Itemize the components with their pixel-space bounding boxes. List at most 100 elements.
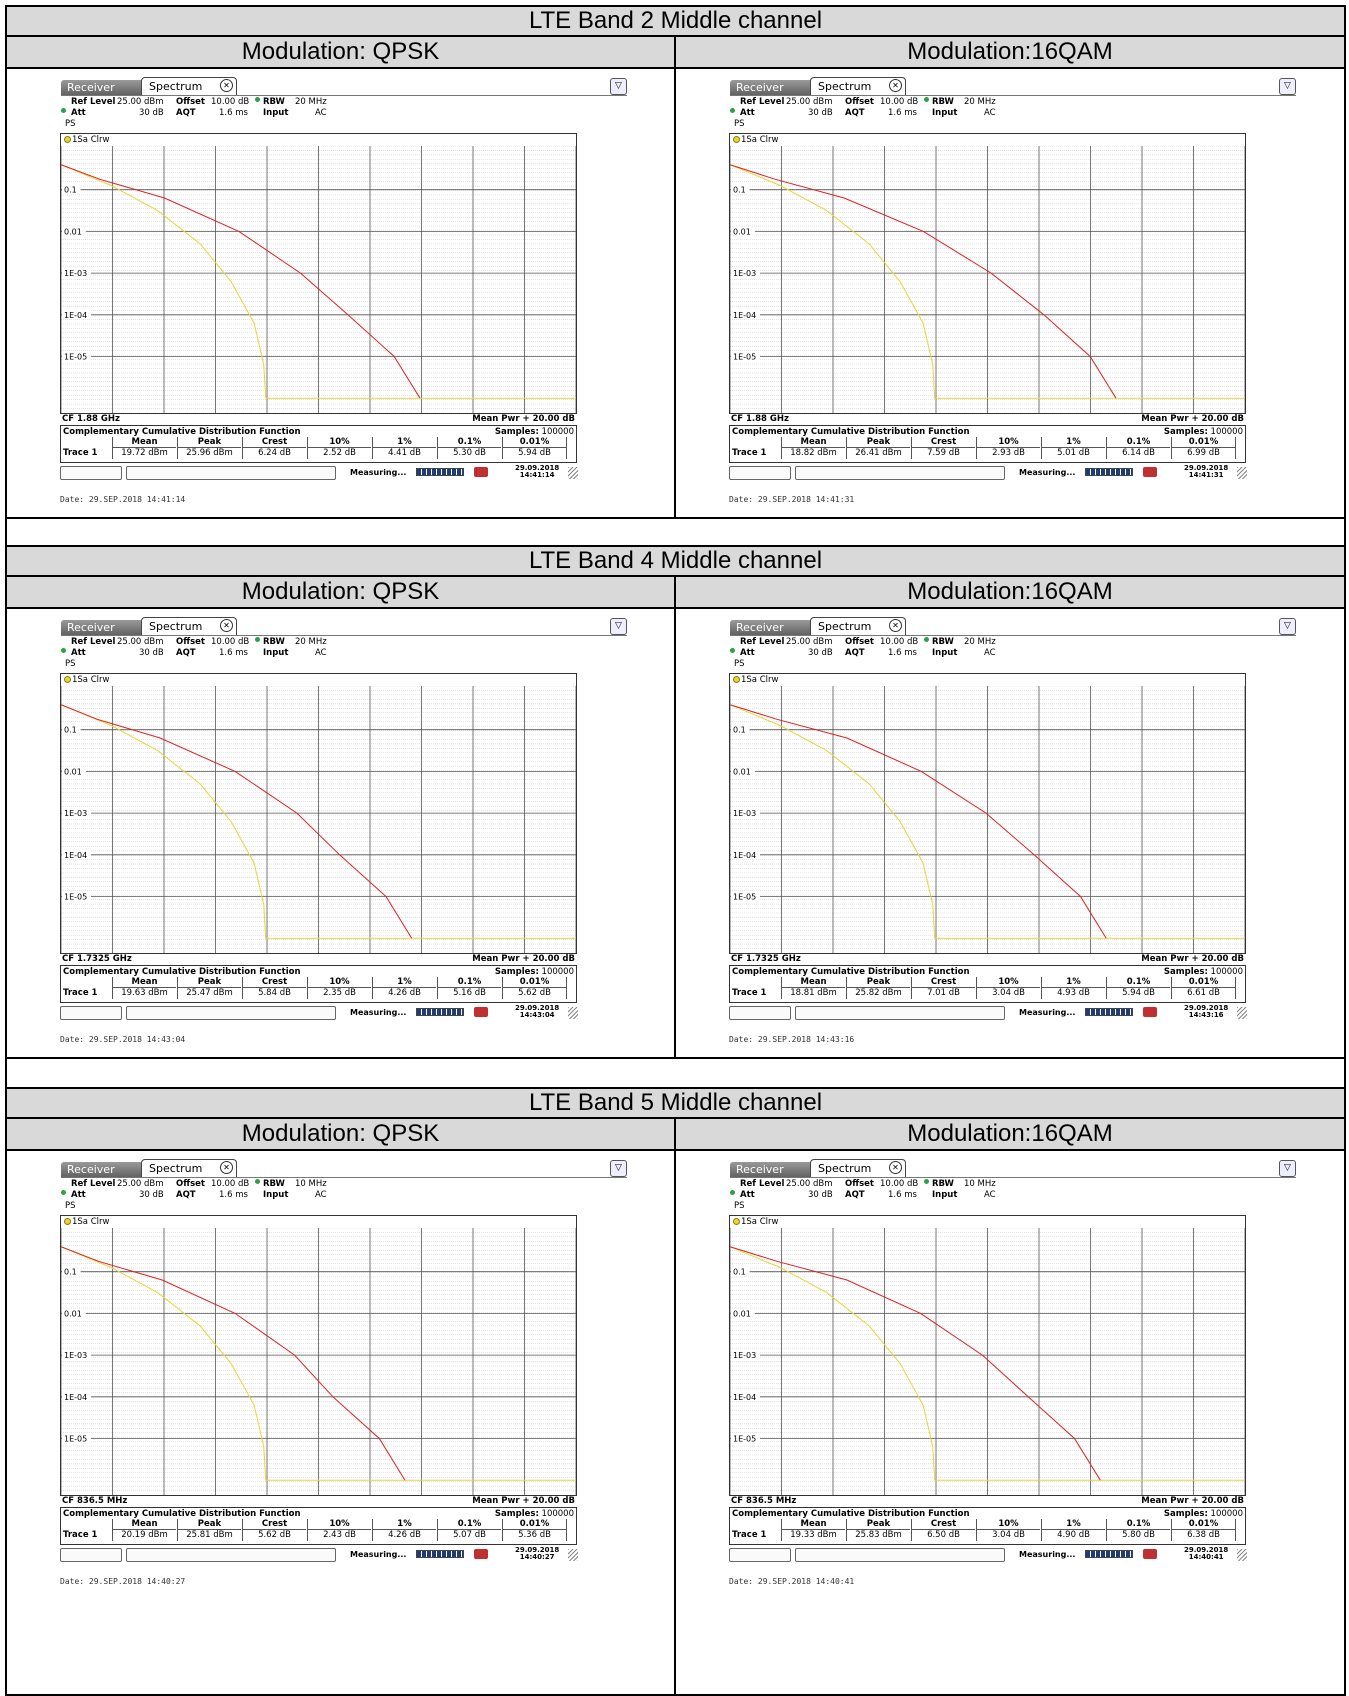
tab-spectrum[interactable]: Spectrum	[141, 77, 237, 96]
progress-bar	[416, 1008, 464, 1016]
row-spacer	[5, 1059, 1346, 1087]
instrument-datetime: 29.09.2018 14:40:41	[1184, 1546, 1229, 1561]
tab-spectrum[interactable]: Spectrum	[810, 617, 906, 636]
close-icon[interactable]: ✕	[220, 79, 233, 92]
menu-icon[interactable]: ▽	[1279, 618, 1296, 635]
resize-grip-icon[interactable]	[568, 1549, 578, 1561]
tab-spectrum[interactable]: Spectrum	[810, 77, 906, 96]
settings-panel: Ref Level 25.00 dBm Offset 10.00 dB RBW …	[61, 1179, 461, 1213]
mean-power-ref: Mean Pwr + 20.00 dB	[472, 1496, 575, 1506]
close-icon[interactable]: ✕	[220, 619, 233, 632]
resize-grip-icon[interactable]	[568, 467, 578, 479]
ccdf-column-header: 0.01%	[1172, 437, 1235, 448]
ccdf-chart: 0.1 0.01 1E-03 1E-04 1E-05	[730, 686, 1245, 953]
close-icon[interactable]: ✕	[220, 1161, 233, 1174]
trace-row-label: Trace 1	[732, 988, 767, 998]
y-tick-label-bg	[731, 351, 760, 361]
ccdf-column-header: 0.01%	[1172, 1519, 1235, 1530]
tab-spectrum[interactable]: Spectrum	[141, 617, 237, 636]
resize-grip-icon[interactable]	[568, 1007, 578, 1019]
tab-receiver[interactable]: Receiver	[730, 620, 812, 636]
tab-receiver[interactable]: Receiver	[730, 80, 812, 96]
input-value: AC	[315, 108, 327, 118]
menu-icon[interactable]: ▽	[610, 1160, 627, 1177]
y-tick-label-bg	[62, 849, 91, 859]
status-dot-icon	[255, 637, 260, 642]
measuring-status: Measuring...	[350, 1008, 407, 1017]
ccdf-column-divider	[1041, 977, 1042, 999]
ccdf-value-cell: 6.24 dB	[258, 448, 291, 458]
y-tick-label: 1E-03	[64, 1351, 87, 1360]
tab-bar: Receiver Spectrum ✕	[61, 617, 627, 636]
mean-power-ref: Mean Pwr + 20.00 dB	[472, 954, 575, 964]
trace-row-label: Trace 1	[732, 1530, 767, 1540]
samples-count: Samples: 100000	[494, 427, 574, 437]
tab-bar: Receiver Spectrum ✕	[730, 1159, 1296, 1178]
ccdf-column-header: Peak	[847, 437, 910, 448]
instrument-datetime: 29.09.2018 14:41:31	[1184, 464, 1229, 479]
progress-bar	[1085, 1008, 1133, 1016]
menu-icon[interactable]: ▽	[610, 78, 627, 95]
ccdf-value-cell: 2.35 dB	[323, 988, 356, 998]
close-icon[interactable]: ✕	[889, 619, 902, 632]
ccdf-result-table: Complementary Cumulative Distribution Fu…	[729, 1507, 1246, 1545]
ccdf-column-divider	[437, 1519, 438, 1541]
tab-receiver[interactable]: Receiver	[730, 1162, 812, 1178]
status-bar: Measuring... 29.09.2018 14:43:04	[60, 1005, 578, 1021]
mean-power-ref: Mean Pwr + 20.00 dB	[1141, 1496, 1244, 1506]
y-tick-label-bg	[62, 766, 86, 776]
ccdf-column-divider	[976, 1519, 977, 1541]
menu-icon[interactable]: ▽	[610, 618, 627, 635]
modulation-header: Modulation:16QAM	[674, 1119, 1346, 1151]
band-title: LTE Band 4 Middle channel	[5, 545, 1346, 577]
tab-spectrum[interactable]: Spectrum	[810, 1159, 906, 1178]
close-icon[interactable]: ✕	[889, 1161, 902, 1174]
ccdf-column-divider	[976, 977, 977, 999]
tab-receiver[interactable]: Receiver	[61, 1162, 143, 1178]
ref-level-label: Ref Level	[71, 1179, 116, 1189]
center-frequency: CF 1.88 GHz	[62, 414, 120, 424]
y-tick-label-bg	[62, 1391, 91, 1401]
ccdf-value-cell: 5.30 dB	[453, 448, 486, 458]
tab-receiver[interactable]: Receiver	[61, 620, 143, 636]
resize-grip-icon[interactable]	[1237, 1007, 1247, 1019]
input-value: AC	[984, 108, 996, 118]
ccdf-column-divider	[1041, 437, 1042, 459]
ccdf-column-divider	[781, 1519, 782, 1541]
ccdf-column-header: 0.1%	[1107, 1519, 1170, 1530]
ccdf-value-cell: 4.93 dB	[1057, 988, 1090, 998]
ccdf-column-divider	[1235, 437, 1236, 459]
ccdf-column-divider	[502, 1519, 503, 1541]
ps-label: PS	[734, 119, 745, 129]
trace-legend: 1Sa Clrw	[733, 675, 778, 685]
tab-spectrum[interactable]: Spectrum	[141, 1159, 237, 1178]
y-tick-label-bg	[62, 226, 86, 236]
ps-label: PS	[65, 659, 76, 669]
close-icon[interactable]: ✕	[889, 79, 902, 92]
trace-marker-icon	[64, 1218, 71, 1225]
resize-grip-icon[interactable]	[1237, 1549, 1247, 1561]
ccdf-value-cell: 5.62 dB	[258, 1530, 291, 1540]
trace-marker-icon	[733, 676, 740, 683]
ccdf-column-divider	[911, 977, 912, 999]
ccdf-title: Complementary Cumulative Distribution Fu…	[63, 427, 301, 437]
ccdf-title: Complementary Cumulative Distribution Fu…	[63, 1509, 301, 1519]
status-dot-icon	[924, 637, 929, 642]
menu-icon[interactable]: ▽	[1279, 78, 1296, 95]
tab-receiver[interactable]: Receiver	[61, 80, 143, 96]
aqt-value: 1.6 ms	[219, 108, 248, 118]
aqt-label: AQT	[176, 648, 196, 658]
ps-label: PS	[734, 1201, 745, 1211]
ccdf-value-cell: 4.26 dB	[388, 1530, 421, 1540]
menu-icon[interactable]: ▽	[1279, 1160, 1296, 1177]
status-dot-icon	[61, 648, 66, 653]
y-tick-label: 1E-04	[64, 1393, 87, 1402]
ccdf-title: Complementary Cumulative Distribution Fu…	[732, 427, 970, 437]
y-tick-label-bg	[731, 1391, 760, 1401]
y-tick-label-bg	[731, 226, 755, 236]
ccdf-column-divider	[437, 437, 438, 459]
trace-label: 1Sa Clrw	[72, 675, 110, 685]
ccdf-value-cell: 19.72 dBm	[121, 448, 168, 458]
resize-grip-icon[interactable]	[1237, 467, 1247, 479]
instrument-datetime: 29.09.2018 14:41:14	[515, 464, 560, 479]
